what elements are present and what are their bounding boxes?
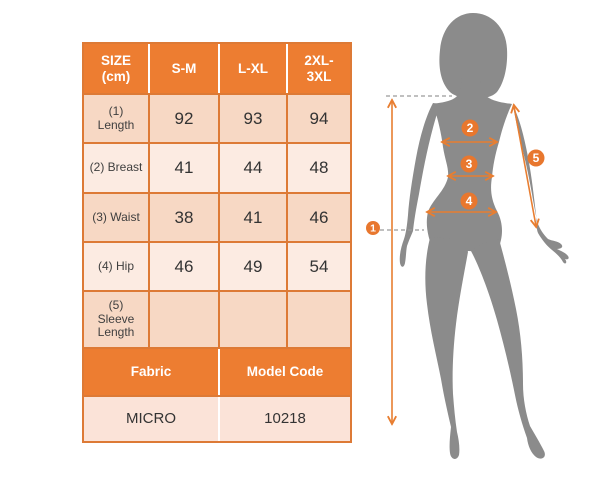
- value-sleeve-2xl: [288, 292, 350, 347]
- row-label-length: (1) Length: [84, 95, 148, 142]
- marker-badge-3: [460, 155, 478, 173]
- silhouette-left-leg: [425, 237, 468, 459]
- value-model-code: 10218: [220, 397, 350, 441]
- marker-badge-5: [527, 149, 545, 167]
- header-size-unit: SIZE (cm): [84, 44, 148, 93]
- sleeve-arrow: [514, 106, 536, 226]
- header-col-lxl: L-XL: [220, 44, 286, 93]
- silhouette-head: [439, 13, 508, 100]
- marker-badge-2: [461, 119, 479, 137]
- marker-badge-1: [366, 221, 380, 235]
- marker-badge-4: [460, 192, 478, 210]
- marker-badge-4-label: 4: [466, 194, 473, 208]
- size-chart-table: SIZE (cm) S-M L-XL 2XL- 3XL (1) Length 9…: [82, 42, 352, 443]
- value-waist-2xl: 46: [288, 194, 350, 241]
- header-fabric: Fabric: [84, 349, 218, 395]
- value-fabric: MICRO: [84, 397, 218, 441]
- row-label-breast: (2) Breast: [84, 144, 148, 192]
- value-length-sm: 92: [150, 95, 218, 142]
- marker-badge-3-label: 3: [466, 157, 473, 171]
- silhouette-right-arm: [512, 104, 569, 264]
- value-breast-sm: 41: [150, 144, 218, 192]
- value-hip-sm: 46: [150, 243, 218, 290]
- row-label-sleeve: (5) Sleeve Length: [84, 292, 148, 347]
- value-waist-lxl: 41: [220, 194, 286, 241]
- marker-badge-5-label: 5: [533, 151, 540, 165]
- value-length-lxl: 93: [220, 95, 286, 142]
- silhouette-left-arm: [399, 103, 441, 267]
- marker-badge-2-label: 2: [467, 121, 474, 135]
- header-model-code: Model Code: [220, 349, 350, 395]
- value-length-2xl: 94: [288, 95, 350, 142]
- silhouette-right-leg: [471, 239, 545, 459]
- value-waist-sm: 38: [150, 194, 218, 241]
- header-col-2xl3xl: 2XL- 3XL: [288, 44, 350, 93]
- value-hip-2xl: 54: [288, 243, 350, 290]
- row-label-hip: (4) Hip: [84, 243, 148, 290]
- marker-badge-1-label: 1: [370, 223, 376, 235]
- value-breast-2xl: 48: [288, 144, 350, 192]
- row-label-waist: (3) Waist: [84, 194, 148, 241]
- value-sleeve-lxl: [220, 292, 286, 347]
- header-col-sm: S-M: [150, 44, 218, 93]
- value-hip-lxl: 49: [220, 243, 286, 290]
- value-breast-lxl: 44: [220, 144, 286, 192]
- value-sleeve-sm: [150, 292, 218, 347]
- body-silhouette: [399, 13, 569, 459]
- measurement-diagram: 1 2 3 4 5: [366, 13, 569, 459]
